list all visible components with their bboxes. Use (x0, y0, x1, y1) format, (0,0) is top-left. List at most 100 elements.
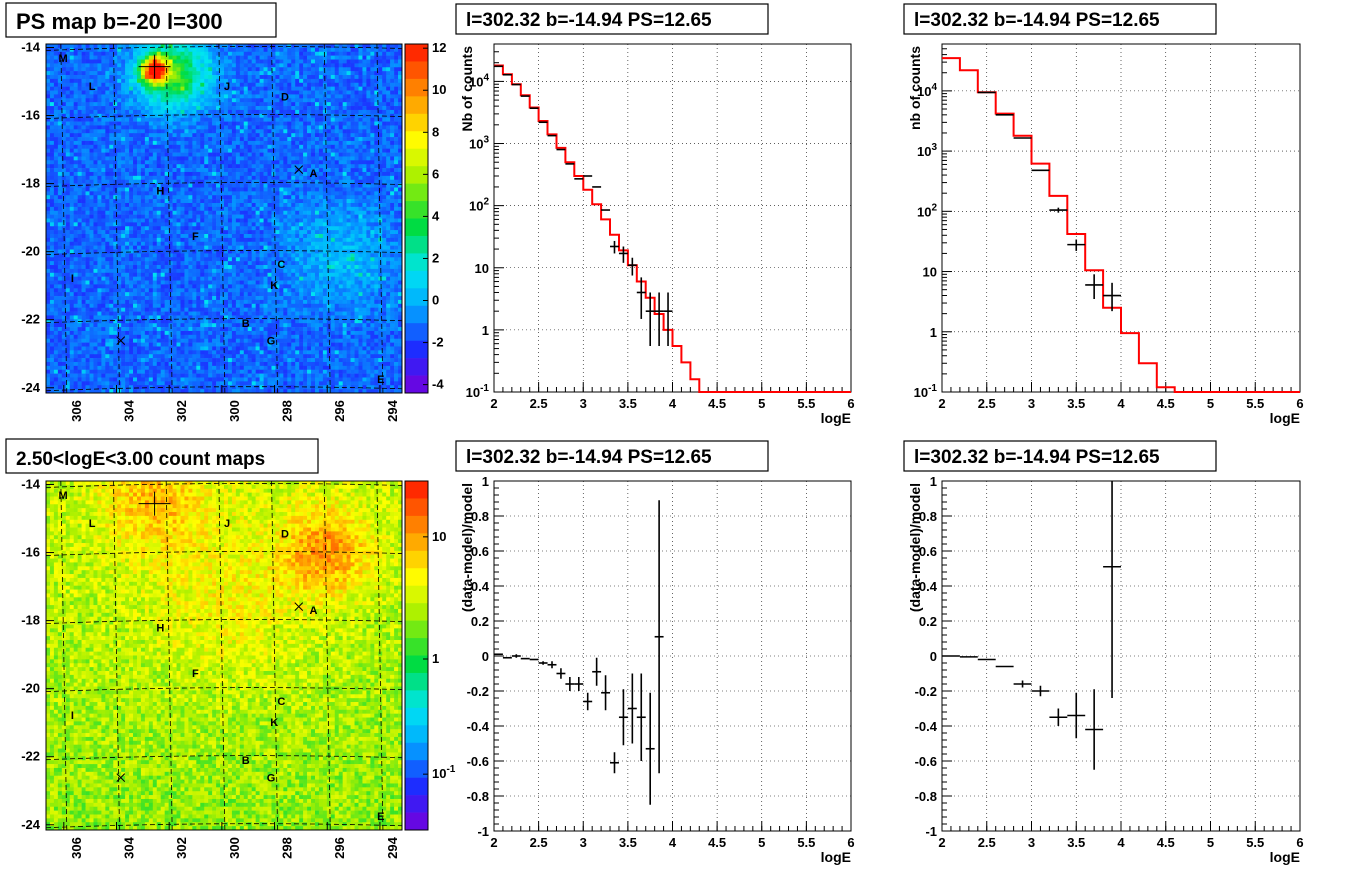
x-tick-label: 296 (332, 837, 347, 859)
x-tick-label: 3.5 (619, 396, 637, 411)
graticule-parallel (45, 318, 403, 324)
x-tick-label: 2 (490, 835, 497, 850)
colorbar-tick-label: 4 (432, 208, 440, 223)
colorbar-tick-label: 0 (432, 293, 439, 308)
x-tick-label: 6 (847, 396, 854, 411)
source-label-m: M (58, 53, 67, 65)
y-tick-label: -0.4 (915, 719, 938, 734)
colorbar-segment (405, 812, 428, 831)
y-tick-label: 104 (917, 82, 937, 99)
residual-point (654, 500, 664, 774)
y-axis-label: (data-model)/model (459, 483, 475, 612)
x-marker (116, 336, 126, 346)
graticule (45, 480, 403, 831)
x-marker (294, 602, 304, 611)
residual-point (511, 654, 521, 658)
data-point (654, 292, 664, 347)
y-tick-label: 103 (917, 142, 937, 159)
x-tick-label: 294 (385, 399, 400, 421)
colorbar-segment (405, 742, 428, 761)
spectrum-title-left-box: l=302.32 b=-14.94 PS=12.65 (455, 3, 769, 35)
x-tick-label: 5 (758, 835, 765, 850)
residual-point (592, 657, 602, 686)
x-tick-label: 6 (847, 835, 854, 850)
x-tick-label: 300 (227, 837, 242, 859)
x-tick-label: 3 (1028, 396, 1035, 411)
colorbar-tick-label: 6 (432, 166, 439, 181)
residual-point (618, 689, 628, 746)
residual-point (1103, 481, 1121, 698)
source-label-b: B (242, 318, 250, 330)
colorbar-segment (405, 340, 428, 359)
residual-point (1085, 689, 1104, 770)
source-label-j: J (224, 518, 230, 530)
x-tick-label: 2.5 (530, 835, 548, 850)
graticule-parallel (45, 114, 403, 119)
colorbar-segment (405, 375, 428, 394)
colorbar-segment (405, 638, 428, 656)
graticule-parallel (45, 619, 403, 624)
spectrum-title-right-box: l=302.32 b=-14.94 PS=12.65 (903, 3, 1217, 35)
x-tick-label: 304 (121, 836, 136, 858)
y-tick-label: 0.4 (919, 579, 938, 594)
source-label-i: I (71, 710, 74, 722)
y-tick-label: -18 (21, 613, 40, 628)
source-label-i: I (71, 273, 74, 285)
x-axis-label: logE (821, 849, 851, 865)
source-label-a: A (309, 168, 317, 180)
x-tick-label: 3 (580, 396, 587, 411)
residual-panel-5: 2 2.5 3 3.5 4 4.5 5 5.5 6 1 0.8 0.6 0.4 0.2 0 -0.2 -0.4 -… (907, 474, 1304, 865)
y-tick-label: -0.2 (915, 684, 937, 699)
colorbar-tick-label: 10 (432, 82, 446, 97)
graticule-meridian (165, 43, 173, 394)
residual-title-left-box: l=302.32 b=-14.94 PS=12.65 (455, 440, 769, 472)
source-label-k: K (270, 280, 278, 292)
heatmap-cells (46, 44, 403, 394)
colorbar-segment (405, 707, 428, 726)
colorbar-segment (405, 725, 428, 744)
source-label-c: C (277, 259, 285, 271)
y-tick-label: -0.8 (467, 789, 489, 804)
residual-title-left: l=302.32 b=-14.94 PS=12.65 (466, 447, 712, 468)
x-tick-label: 4 (1117, 396, 1125, 411)
x-tick-label: 5.5 (797, 835, 815, 850)
y-tick-label: -16 (21, 108, 40, 123)
heatmap-frame (45, 43, 403, 394)
y-tick-label: 10 (475, 261, 489, 276)
heatmap-title-bottom: 2.50<logE<3.00 count maps (16, 449, 265, 470)
colorbar-tick-label: -4 (432, 377, 444, 392)
colorbar-segment (405, 305, 428, 324)
colorbar-segment (405, 201, 428, 219)
x-tick-label: 4.5 (708, 835, 726, 850)
y-tick-label: -0.6 (467, 754, 489, 769)
x-tick-label: 306 (69, 837, 84, 859)
source-label-h: H (156, 186, 164, 198)
colorbar-segment (405, 795, 428, 813)
x-tick-label: 306 (69, 400, 84, 422)
x-tick-label: 4 (669, 396, 677, 411)
graticule-meridian (323, 480, 331, 831)
colorbar-segment (405, 323, 428, 341)
spectrum-title-left: l=302.32 b=-14.94 PS=12.65 (466, 10, 712, 31)
heatmap-title-top-frame (5, 2, 277, 38)
data-point (663, 292, 673, 347)
heatmap-title-bottom-box: 2.50<logE<3.00 count maps (5, 438, 319, 474)
x-tick-label: 302 (174, 400, 189, 422)
y-tick-label: 0.2 (919, 614, 937, 629)
graticule-meridian (60, 480, 68, 831)
x-axis-label: logE (1270, 410, 1300, 426)
residual-point (610, 752, 619, 774)
colorbar-segment (405, 218, 428, 237)
colorbar-segment (405, 96, 428, 115)
spectrum-panel-2: 2 2.5 3 3.5 4 4.5 5 5.5 610410310210110-1logEnb … (907, 43, 1304, 426)
x-tick-label: 5 (1207, 835, 1214, 850)
graticule-meridian (376, 43, 384, 394)
source-label-c: C (277, 696, 285, 708)
y-tick-label: 102 (469, 197, 489, 214)
residual-point (547, 661, 557, 669)
x-tick-label: 4.5 (1157, 396, 1175, 411)
colorbar-segment (405, 585, 428, 604)
source-label-f: F (192, 231, 199, 243)
graticule-parallel (45, 755, 403, 761)
x-tick-label: 3 (1028, 835, 1035, 850)
